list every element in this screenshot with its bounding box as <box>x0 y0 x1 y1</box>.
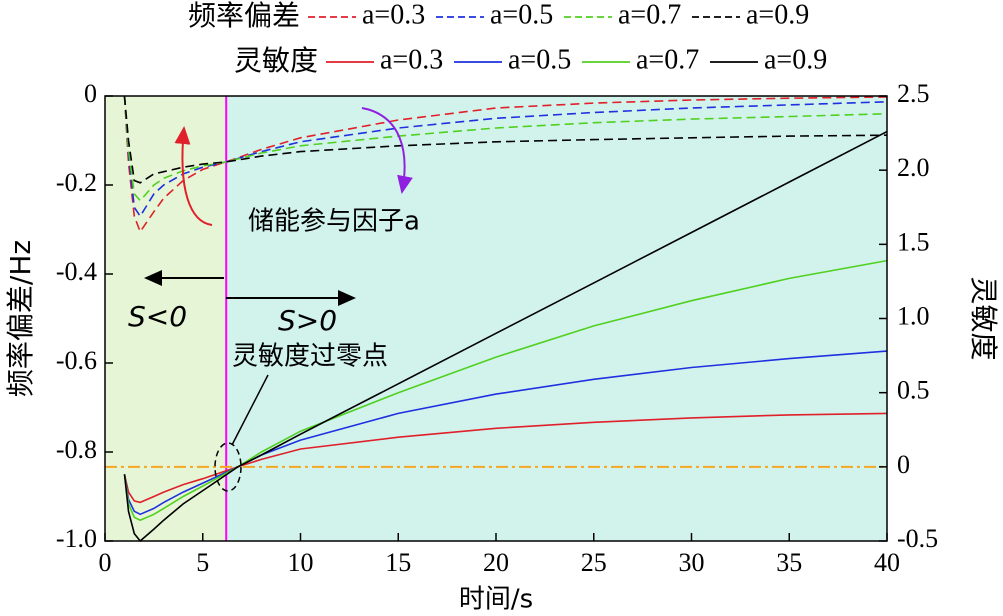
x-tick-label: 5 <box>196 548 209 577</box>
y2-tick-label: 0.5 <box>897 376 930 405</box>
annotation-pointer <box>231 374 269 446</box>
x-tick-label: 25 <box>581 548 607 577</box>
axes: 0 5 10 15 20 25 30 35 40 -1.0 -0.8 -0.6 -0.4 -0.2 0 -0.… <box>4 79 1000 615</box>
series-line <box>123 95 888 202</box>
x-tick-label: 35 <box>776 548 802 577</box>
legend-label: a=0.7 <box>636 44 699 75</box>
annotation: S<0 <box>128 300 187 333</box>
legend-label: a=0.9 <box>746 0 809 30</box>
crossing-ellipse <box>214 442 242 492</box>
y2-tick-label: -0.5 <box>897 524 938 553</box>
annotation-marks <box>144 107 413 492</box>
legend-label: a=0.3 <box>380 44 443 75</box>
y2-tick-label: 1.5 <box>897 227 930 256</box>
y-tick-label: -1.0 <box>56 524 97 553</box>
series-line <box>123 130 888 543</box>
x-tick-label: 10 <box>288 548 314 577</box>
legend-title: 频率偏差 <box>188 0 300 32</box>
y-tick-label: 0 <box>84 79 97 108</box>
series-lines <box>123 95 888 543</box>
annotation-arrow <box>174 126 213 226</box>
series-line <box>123 95 888 234</box>
series-line <box>123 95 888 184</box>
y-axis-label: 频率偏差/Hz <box>4 240 37 397</box>
x-axis-label: 时间/s <box>459 585 533 615</box>
legend-label: a=0.5 <box>508 44 571 75</box>
annotation: 储能参与因子a <box>248 207 420 237</box>
x-tick-label: 40 <box>874 548 900 577</box>
y-tick-label: -0.2 <box>56 168 97 197</box>
y2-tick-label: 2.5 <box>897 79 930 108</box>
y-tick-label: -0.6 <box>56 346 97 375</box>
x-tick-label: 20 <box>483 548 509 577</box>
legend-label: a=0.7 <box>618 0 681 30</box>
y2-tick-label: 1.0 <box>897 301 930 330</box>
annotation: S>0 <box>278 304 337 337</box>
legend-title: 灵敏度 <box>234 44 318 77</box>
annotation: 灵敏度过零点 <box>232 342 388 372</box>
legend-label: a=0.3 <box>362 0 425 30</box>
legend-label: a=0.5 <box>490 0 553 30</box>
y-tick-label: -0.8 <box>56 435 97 464</box>
y2-tick-label: 0 <box>897 450 910 479</box>
x-tick-label: 30 <box>679 548 705 577</box>
x-tick-label: 0 <box>99 548 112 577</box>
y2-axis-label: 灵敏度 <box>967 276 1000 360</box>
x-tick-label: 15 <box>385 548 411 577</box>
plot-background <box>105 96 887 541</box>
y-tick-label: -0.4 <box>56 257 97 286</box>
annotation-arrow <box>361 107 413 194</box>
y2-tick-label: 2.0 <box>897 153 930 182</box>
legend-label: a=0.9 <box>764 44 827 75</box>
